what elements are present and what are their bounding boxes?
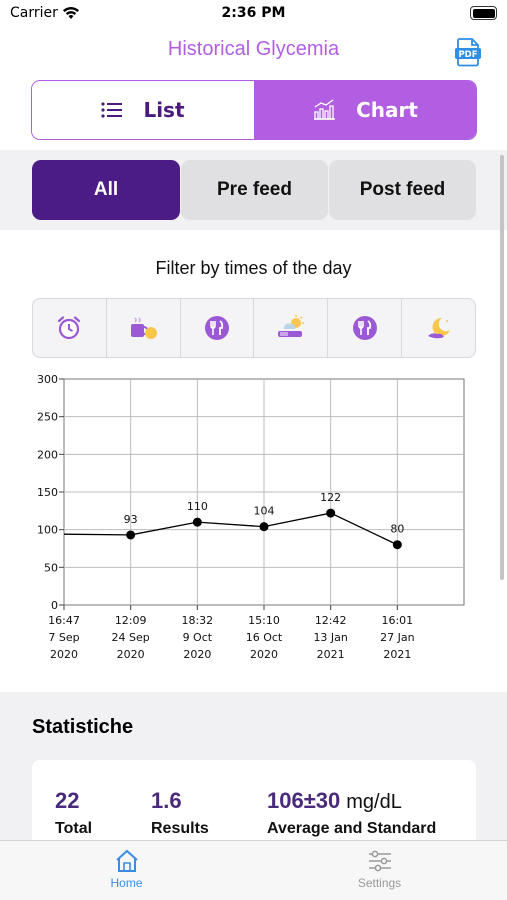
chart-x-tick-label: 12:42 (315, 614, 347, 627)
list-view-label: List (143, 98, 185, 122)
time-filter-dinner-button[interactable] (328, 299, 403, 357)
list-view-button[interactable]: List (32, 81, 254, 139)
chart-x-tick-label: 2021 (383, 648, 411, 661)
chart-x-tick-label: 24 Sep (112, 631, 150, 644)
glycemia-chart: 0 50 100 150 200 250 300 16:47 7 Sep 2020 12:09 24 … (0, 368, 507, 668)
total-label: Total (55, 820, 93, 837)
total-value: 22 (55, 788, 80, 813)
chart-x-tick-label: 16:01 (381, 614, 413, 627)
chart-y-tick-label: 50 (44, 561, 58, 574)
tab-settings-label: Settings (357, 876, 402, 890)
chart-x-tick-label: 2020 (117, 648, 145, 661)
home-icon (115, 849, 138, 872)
chart-y-tick-label: 200 (37, 448, 58, 461)
chart-view-label: Chart (356, 98, 418, 122)
chart-y-tick-label: 100 (37, 524, 58, 537)
breakfast-icon (131, 317, 158, 339)
chart-canvas: 0 50 100 150 200 250 300 16:47 7 Sep 2020 12:09 24 … (37, 373, 465, 661)
average-value: 106±30 mg/dL (267, 788, 402, 814)
tab-home-label: Home (110, 876, 143, 890)
chart-x-tick-label: 12:09 (115, 614, 147, 627)
average-label: Average and Standard (267, 820, 437, 837)
filter-pre-feed-button[interactable]: Pre feed (181, 160, 328, 220)
view-toggle: List Chart (31, 80, 477, 140)
chart-data-point (326, 508, 336, 518)
time-filter-morning-button[interactable] (33, 299, 107, 357)
feed-filter-bar: All Pre feed Post feed (0, 150, 507, 230)
time-filter-breakfast-button[interactable] (107, 299, 181, 357)
chart-x-tick-label: 7 Sep (48, 631, 79, 644)
status-bar: Carrier 2:36 PM (0, 0, 507, 30)
chart-data-label: 110 (187, 500, 208, 513)
time-filter-lunch-button[interactable] (181, 299, 255, 357)
tab-settings[interactable]: Settings (253, 841, 506, 900)
chart-x-tick-label: 2020 (183, 648, 211, 661)
afternoon-snack-icon (277, 315, 304, 337)
chart-series-line (63, 512, 398, 546)
chart-x-tick-label: 2020 (250, 648, 278, 661)
chart-x-tick-label: 16:47 (48, 614, 80, 627)
chart-data-label: 104 (254, 505, 275, 518)
time-filter-label: Filter by times of the day (155, 258, 352, 278)
cutlery-icon (352, 316, 377, 340)
chart-y-tick-label: 0 (51, 599, 58, 612)
chart-data-label: 80 (390, 523, 404, 536)
chart-y-tick-label: 150 (37, 486, 58, 499)
results-value: 1.6 (151, 788, 182, 813)
chart-view-button[interactable]: Chart (254, 81, 476, 139)
wifi-icon (63, 7, 79, 19)
night-moon-icon (427, 317, 450, 339)
time-filter-afternoon-button[interactable] (254, 299, 329, 357)
alarm-clock-icon (58, 316, 81, 340)
page-title: Historical Glycemia (167, 38, 340, 60)
chart-icon (314, 99, 336, 120)
chart-x-tick-label: 13 Jan (313, 631, 347, 644)
chart-x-tick-label: 18:32 (181, 614, 213, 627)
chart-x-tick-label: 16 Oct (246, 631, 283, 644)
chart-x-tick-label: 2021 (317, 648, 345, 661)
filter-all-button[interactable]: All (32, 160, 180, 220)
chart-data-label: 93 (124, 513, 138, 526)
chart-x-tick-label: 15:10 (248, 614, 280, 627)
chart-data-point (126, 530, 136, 540)
chart-data-point (192, 517, 202, 527)
tab-bar: Home Settings (0, 840, 507, 900)
average-number: 106±30 (267, 788, 341, 813)
average-unit: mg/dL (346, 791, 402, 813)
statistics-card: 22 Total 1.6 Results 106±30 mg/dL Average… (32, 760, 476, 850)
export-pdf-button[interactable]: PDF (454, 37, 482, 67)
time-of-day-filter (32, 298, 476, 358)
chart-data-point (392, 540, 402, 550)
list-icon (101, 102, 123, 118)
chart-y-tick-label: 250 (37, 411, 58, 424)
chart-y-tick-label: 300 (37, 373, 58, 386)
filter-post-feed-button[interactable]: Post feed (329, 160, 476, 220)
scrollbar[interactable] (500, 155, 504, 580)
results-label: Results (151, 820, 209, 837)
sliders-icon (368, 850, 391, 872)
chart-x-tick-label: 9 Oct (183, 631, 213, 644)
chart-data-label: 122 (320, 491, 341, 504)
tab-home[interactable]: Home (0, 841, 253, 900)
chart-x-tick-label: 27 Jan (380, 631, 414, 644)
statistics-section: Statistiche 22 Total 1.6 Results 106±30 m… (0, 692, 507, 850)
clock: 2:36 PM (221, 5, 286, 21)
chart-data-point (259, 522, 269, 532)
statistics-title: Statistiche (32, 716, 134, 738)
time-filter-night-button[interactable] (402, 299, 475, 357)
battery-icon (470, 6, 497, 20)
chart-x-tick-label: 2020 (50, 648, 78, 661)
carrier-label: Carrier (10, 5, 58, 21)
pdf-icon: PDF (455, 38, 481, 67)
pdf-icon-text: PDF (458, 50, 477, 60)
cutlery-icon (205, 316, 230, 340)
